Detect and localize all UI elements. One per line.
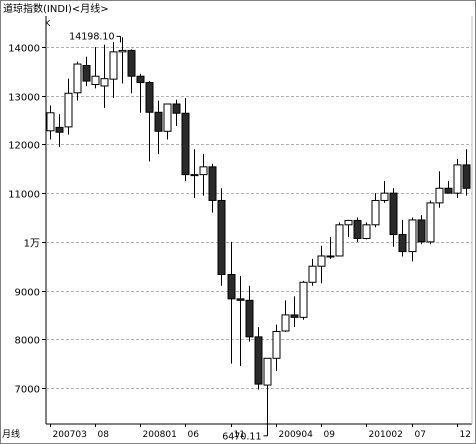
candle-body-down xyxy=(290,314,299,318)
candle-body-down xyxy=(127,49,136,77)
y-tick-label: 13000 xyxy=(8,93,40,104)
y-tick-label: 1万 xyxy=(24,239,40,250)
x-tick-label: 201002 xyxy=(369,430,403,440)
x-tick-label: 06 xyxy=(188,430,200,440)
candle-body-down xyxy=(236,298,245,301)
x-axis-prefix-label: 月线 xyxy=(2,428,20,440)
candle-body-up xyxy=(326,255,335,258)
candle-body-down xyxy=(389,192,398,236)
x-tick-label: 07 xyxy=(415,430,426,440)
candle-body-down xyxy=(353,219,362,239)
y-tick-label: 8000 xyxy=(15,336,40,347)
candle-body-down xyxy=(444,187,453,194)
candle-body-down xyxy=(154,111,163,132)
candle-body-up xyxy=(281,314,290,332)
candle-body-up xyxy=(64,92,73,128)
candle-body-up xyxy=(73,63,82,94)
y-tick-label: 14000 xyxy=(8,44,40,55)
candle-body-up xyxy=(408,219,417,253)
candle-body-up xyxy=(335,224,344,257)
y-tick-label: 7000 xyxy=(15,385,40,396)
candle-body-up xyxy=(371,199,380,226)
x-tick-label: 12 xyxy=(460,430,471,440)
x-tick-label: 200904 xyxy=(279,430,314,440)
candle-body-down xyxy=(82,65,91,82)
candle-body-up xyxy=(317,255,326,267)
candle-body-up xyxy=(100,78,109,87)
candle-body-up xyxy=(109,51,118,80)
candle-body-up xyxy=(199,166,208,176)
x-tick-label: 08 xyxy=(98,430,110,440)
candle-body-up xyxy=(272,330,281,359)
candle-body-up xyxy=(163,103,172,132)
high-annotation-label: 14198.10 xyxy=(69,31,114,42)
candle-body-up xyxy=(91,75,100,86)
x-tick-label: 200801 xyxy=(143,430,177,440)
candle-body-down xyxy=(217,199,226,275)
candle-body-down xyxy=(398,234,407,253)
candle-body-down xyxy=(55,126,64,133)
y-tick-label: 11000 xyxy=(8,190,40,201)
y-tick-label: 9000 xyxy=(15,288,40,299)
candle-body-down xyxy=(145,82,154,113)
candle-body-down xyxy=(462,164,471,189)
candle-body-up xyxy=(190,174,199,177)
candle-body-up xyxy=(380,192,389,201)
candle-body-down xyxy=(227,273,236,300)
candle-body-down xyxy=(254,336,263,385)
candle-body-up xyxy=(308,265,317,283)
candle-body-up xyxy=(118,49,127,53)
candle-body-up xyxy=(299,281,308,318)
candle-body-up xyxy=(435,187,444,204)
y-tick-label: 12000 xyxy=(8,141,40,152)
candle-body-down xyxy=(208,166,217,201)
candle-body-down xyxy=(181,112,190,176)
x-tick-label: 11 xyxy=(234,430,245,440)
x-tick-label: 09 xyxy=(324,430,336,440)
chart-title: 道琼指数(INDI)<月线> xyxy=(3,2,109,15)
candle-body-down xyxy=(172,103,181,114)
candle-body-down xyxy=(417,219,426,243)
candle-body-up xyxy=(46,112,55,132)
candle-body-down xyxy=(136,75,145,84)
candle-body-up xyxy=(426,202,435,243)
candle-body-up xyxy=(453,164,462,194)
unit-label: K xyxy=(45,19,51,28)
low-annotation-label: 6470.11 xyxy=(222,431,261,442)
candle-body-up xyxy=(344,219,353,226)
candle-body-up xyxy=(362,224,371,239)
x-tick-label: 200703 xyxy=(53,430,87,440)
candle-body-down xyxy=(245,299,254,338)
candle-body-up xyxy=(263,357,272,386)
